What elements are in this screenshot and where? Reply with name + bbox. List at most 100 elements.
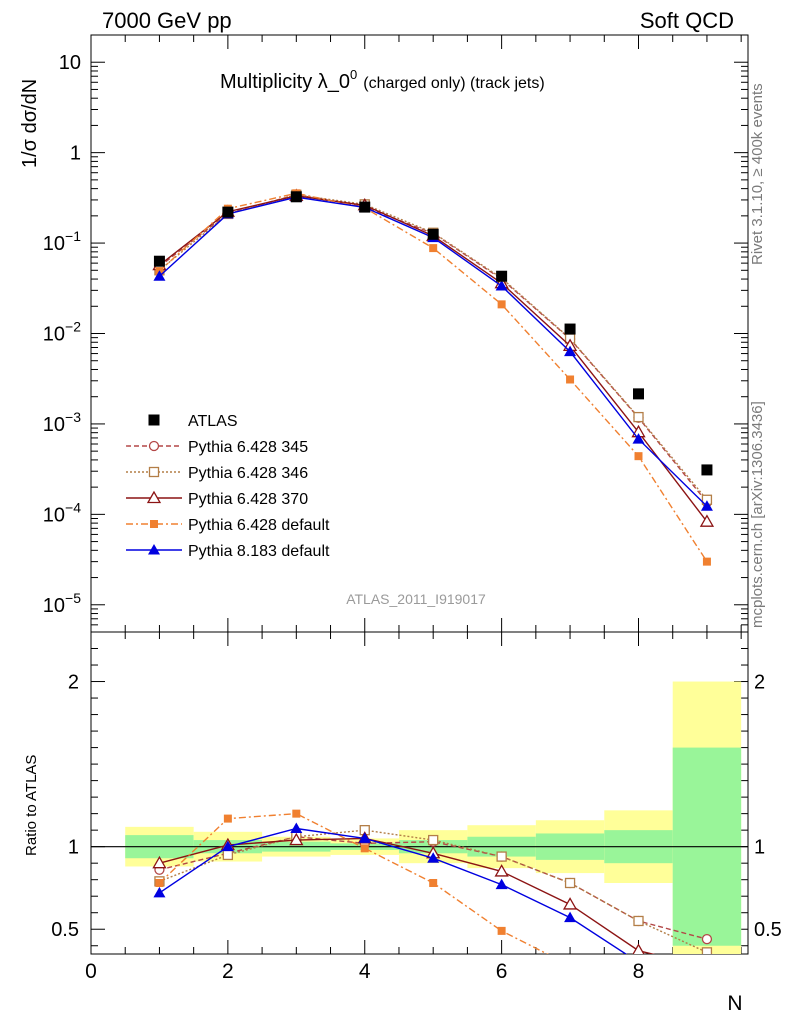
legend-marker — [148, 414, 160, 426]
ratio-point-pythia-6-428-370 — [701, 961, 713, 972]
point-pythia-8-183-default — [700, 500, 713, 511]
ratio-point-pythia-6-428-346 — [633, 915, 644, 927]
side-text-top: Rivet 3.1.10, ≥ 400k events — [749, 83, 766, 265]
legend: ATLAS Pythia 6.428 345 Pythia 6.428 346 Pyt… — [126, 413, 330, 560]
point-atlas — [496, 270, 508, 282]
y-tick-label: 10−2 — [43, 319, 81, 346]
y-tick-label: 1 — [70, 143, 81, 165]
ratio-point-pythia-6-428-346 — [428, 834, 439, 846]
side-text-bottom: mcplots.cern.ch [arXiv:1306.3436] — [749, 401, 766, 628]
point-pythia-8-183-default — [153, 270, 166, 281]
ratio-point-pythia-6-428-370 — [494, 864, 509, 877]
ratio-point-pythia-8-183-default — [564, 911, 577, 923]
header-left: 7000 GeV pp — [102, 8, 232, 33]
ratio-point-pythia-6-428-default — [429, 878, 438, 887]
point-pythia-6-428-default — [702, 557, 711, 566]
plot-title-rest: (charged only) (track jets) — [363, 75, 544, 92]
point-pythia-6-428-default — [634, 452, 643, 461]
ratio-line-pythia-6-428-345 — [159, 836, 708, 940]
point-atlas — [359, 201, 371, 213]
ratio-point-pythia-6-428-346 — [701, 947, 713, 954]
y-tick-base: 10 — [43, 504, 65, 526]
y-tick-exp: −1 — [65, 228, 81, 244]
legend-label: Pythia 6.428 370 — [188, 491, 308, 508]
legend-marker — [146, 490, 162, 504]
plot-title-main: Multiplicity λ_0 — [220, 71, 350, 93]
y-tick-base: 10 — [59, 52, 81, 74]
ratio-point-pythia-8-183-default — [290, 822, 303, 834]
ratio-point-pythia-6-428-346 — [564, 877, 576, 889]
ratio-point-pythia-8-183-default — [153, 886, 166, 898]
legend-label: Pythia 8.183 default — [188, 543, 330, 560]
point-atlas — [290, 191, 302, 203]
point-atlas — [633, 388, 644, 400]
point-pythia-8-183-default — [495, 280, 508, 291]
point-atlas — [564, 323, 576, 335]
watermark: ATLAS_2011_I919017 — [346, 591, 486, 607]
y-tick-exp: −3 — [65, 409, 81, 425]
series-line-pythia-8-183-default — [158, 196, 708, 507]
ratio-point-pythia-6-428-370 — [562, 897, 578, 910]
y-tick-label: 10 — [59, 52, 81, 74]
y-tick-base: 10 — [43, 595, 65, 617]
ratio-point-pythia-6-428-370 — [289, 832, 304, 846]
point-pythia-6-428-346 — [633, 411, 644, 423]
ratio-line-pythia-6-428-346 — [159, 829, 708, 953]
ratio-point-pythia-6-428-345 — [701, 933, 713, 945]
ratio-point-pythia-6-428-default — [703, 991, 711, 999]
legend-marker — [148, 544, 160, 555]
x-tick-label: 8 — [633, 960, 645, 983]
legend-label: Pythia 6.428 346 — [188, 465, 308, 482]
ratio-point-pythia-8-183-default — [221, 840, 234, 852]
y-tick-exp: −5 — [65, 590, 81, 606]
y-tick-base: 10 — [43, 324, 65, 346]
plot-title-sup: 0 — [350, 67, 357, 82]
ratio-panel-frame — [90, 631, 749, 955]
y-tick-label: 10−5 — [43, 590, 81, 617]
y-tick-exp: −2 — [65, 319, 81, 335]
ratio-point-pythia-8-183-default — [495, 878, 508, 890]
ratio-tick-label-left: 1 — [68, 837, 79, 859]
point-atlas — [222, 206, 234, 218]
ratio-tick-label-left: 2 — [68, 672, 79, 694]
ratio-tick-label-left: 0.5 — [51, 919, 79, 941]
legend-label: Pythia 6.428 345 — [188, 439, 308, 456]
y-tick-exp: −4 — [65, 499, 81, 515]
ratio-point-pythia-6-428-default — [497, 926, 506, 935]
y-tick-label: 10−3 — [43, 409, 81, 436]
point-atlas — [427, 228, 439, 240]
y-tick-base: 10 — [43, 414, 65, 436]
plot-title: Multiplicity λ_00 (charged only) (track j… — [220, 67, 545, 93]
point-pythia-8-183-default — [632, 433, 645, 444]
y-tick-label: 10−1 — [43, 228, 81, 255]
ratio-point-pythia-6-428-default — [292, 809, 301, 818]
legend-marker — [150, 520, 158, 528]
y-tick-base: 10 — [43, 233, 65, 255]
header-right: Soft QCD — [640, 8, 734, 33]
ratio-y-axis-label: Ratio to ATLAS — [23, 755, 40, 856]
ratio-point-pythia-6-428-370 — [152, 855, 167, 869]
ratio-point-pythia-8-183-default — [427, 852, 440, 863]
ratio-series-group — [152, 809, 713, 999]
y-axis-label: 1/σ dσ/dN — [19, 79, 41, 168]
point-pythia-6-428-370 — [699, 514, 715, 527]
x-tick-label: 0 — [85, 960, 97, 983]
legend-label: ATLAS — [188, 413, 238, 430]
ratio-point-pythia-6-428-default — [360, 844, 369, 853]
y-tick-label: 10−4 — [43, 499, 81, 526]
series-line-pythia-6-428-346 — [158, 194, 708, 501]
ratio-point-pythia-6-428-default — [155, 878, 164, 887]
ratio-tick-label-right: 2 — [754, 672, 765, 694]
main-series-group — [152, 188, 715, 566]
ratio-point-pythia-8-183-default — [701, 973, 713, 984]
ratio-tick-label-right: 1 — [754, 837, 765, 859]
x-tick-label: 6 — [496, 960, 508, 983]
ratio-panel — [90, 631, 749, 955]
y-tick-base: 1 — [70, 143, 81, 165]
series-line-pythia-6-428-default — [158, 192, 708, 563]
point-pythia-8-183-default — [564, 345, 577, 357]
x-tick-label: 4 — [359, 960, 371, 983]
ratio-point-pythia-8-183-default — [358, 832, 371, 843]
x-tick-label: 2 — [222, 960, 234, 983]
